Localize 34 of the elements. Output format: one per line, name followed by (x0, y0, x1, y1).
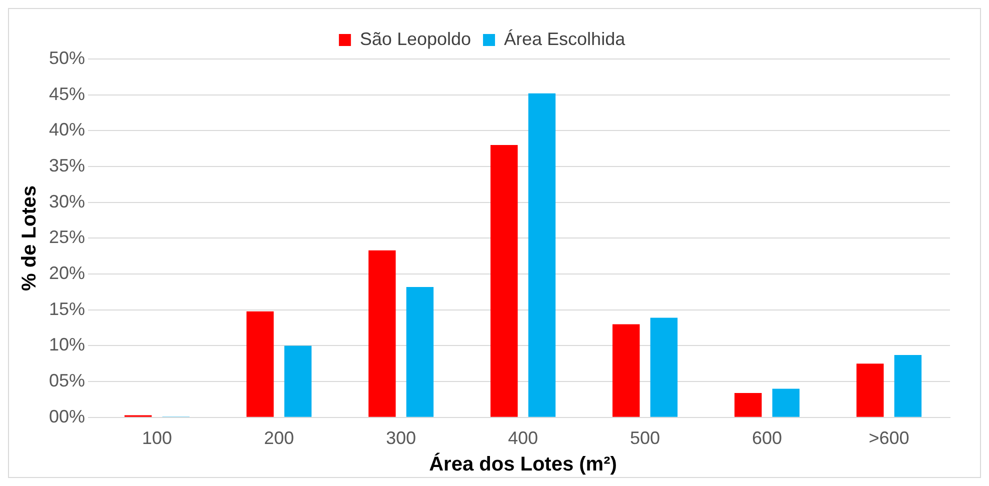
bar (406, 286, 434, 417)
y-tick-label: 30% (48, 191, 86, 212)
bar (856, 364, 884, 417)
legend-label: Área Escolhida (504, 28, 626, 49)
bar (734, 393, 762, 417)
x-tick-label: 300 (386, 428, 416, 448)
y-tick-label: 05% (48, 370, 86, 391)
y-tick-label: 50% (48, 48, 86, 68)
y-axis-title: % de Lotes (18, 185, 41, 291)
bar (612, 324, 640, 417)
x-tick-label: 600 (752, 428, 782, 448)
y-tick-label: 40% (48, 120, 86, 140)
bar (368, 250, 396, 417)
y-tick-label: 15% (48, 298, 86, 319)
bar (650, 318, 678, 417)
x-axis-title: Área dos Lotes (m²) (429, 452, 617, 476)
bar (246, 311, 274, 417)
legend-label: São Leopoldo (360, 28, 472, 49)
x-tick-label: 400 (508, 428, 538, 448)
bar (772, 388, 800, 417)
bar (490, 145, 518, 417)
bar (528, 93, 556, 417)
y-tick-label: 20% (48, 263, 86, 284)
y-tick-label: 35% (48, 155, 86, 176)
bar (894, 355, 922, 417)
x-tick-label: 100 (142, 428, 172, 448)
y-tick-label: 10% (48, 334, 86, 355)
bar (284, 346, 312, 417)
y-tick-label: 00% (48, 406, 86, 426)
y-tick-label: 25% (48, 227, 86, 248)
x-tick-label: >600 (868, 428, 910, 448)
x-tick-label: 500 (630, 428, 660, 448)
x-tick-label: 200 (264, 428, 294, 448)
y-tick-label: 45% (48, 84, 86, 104)
